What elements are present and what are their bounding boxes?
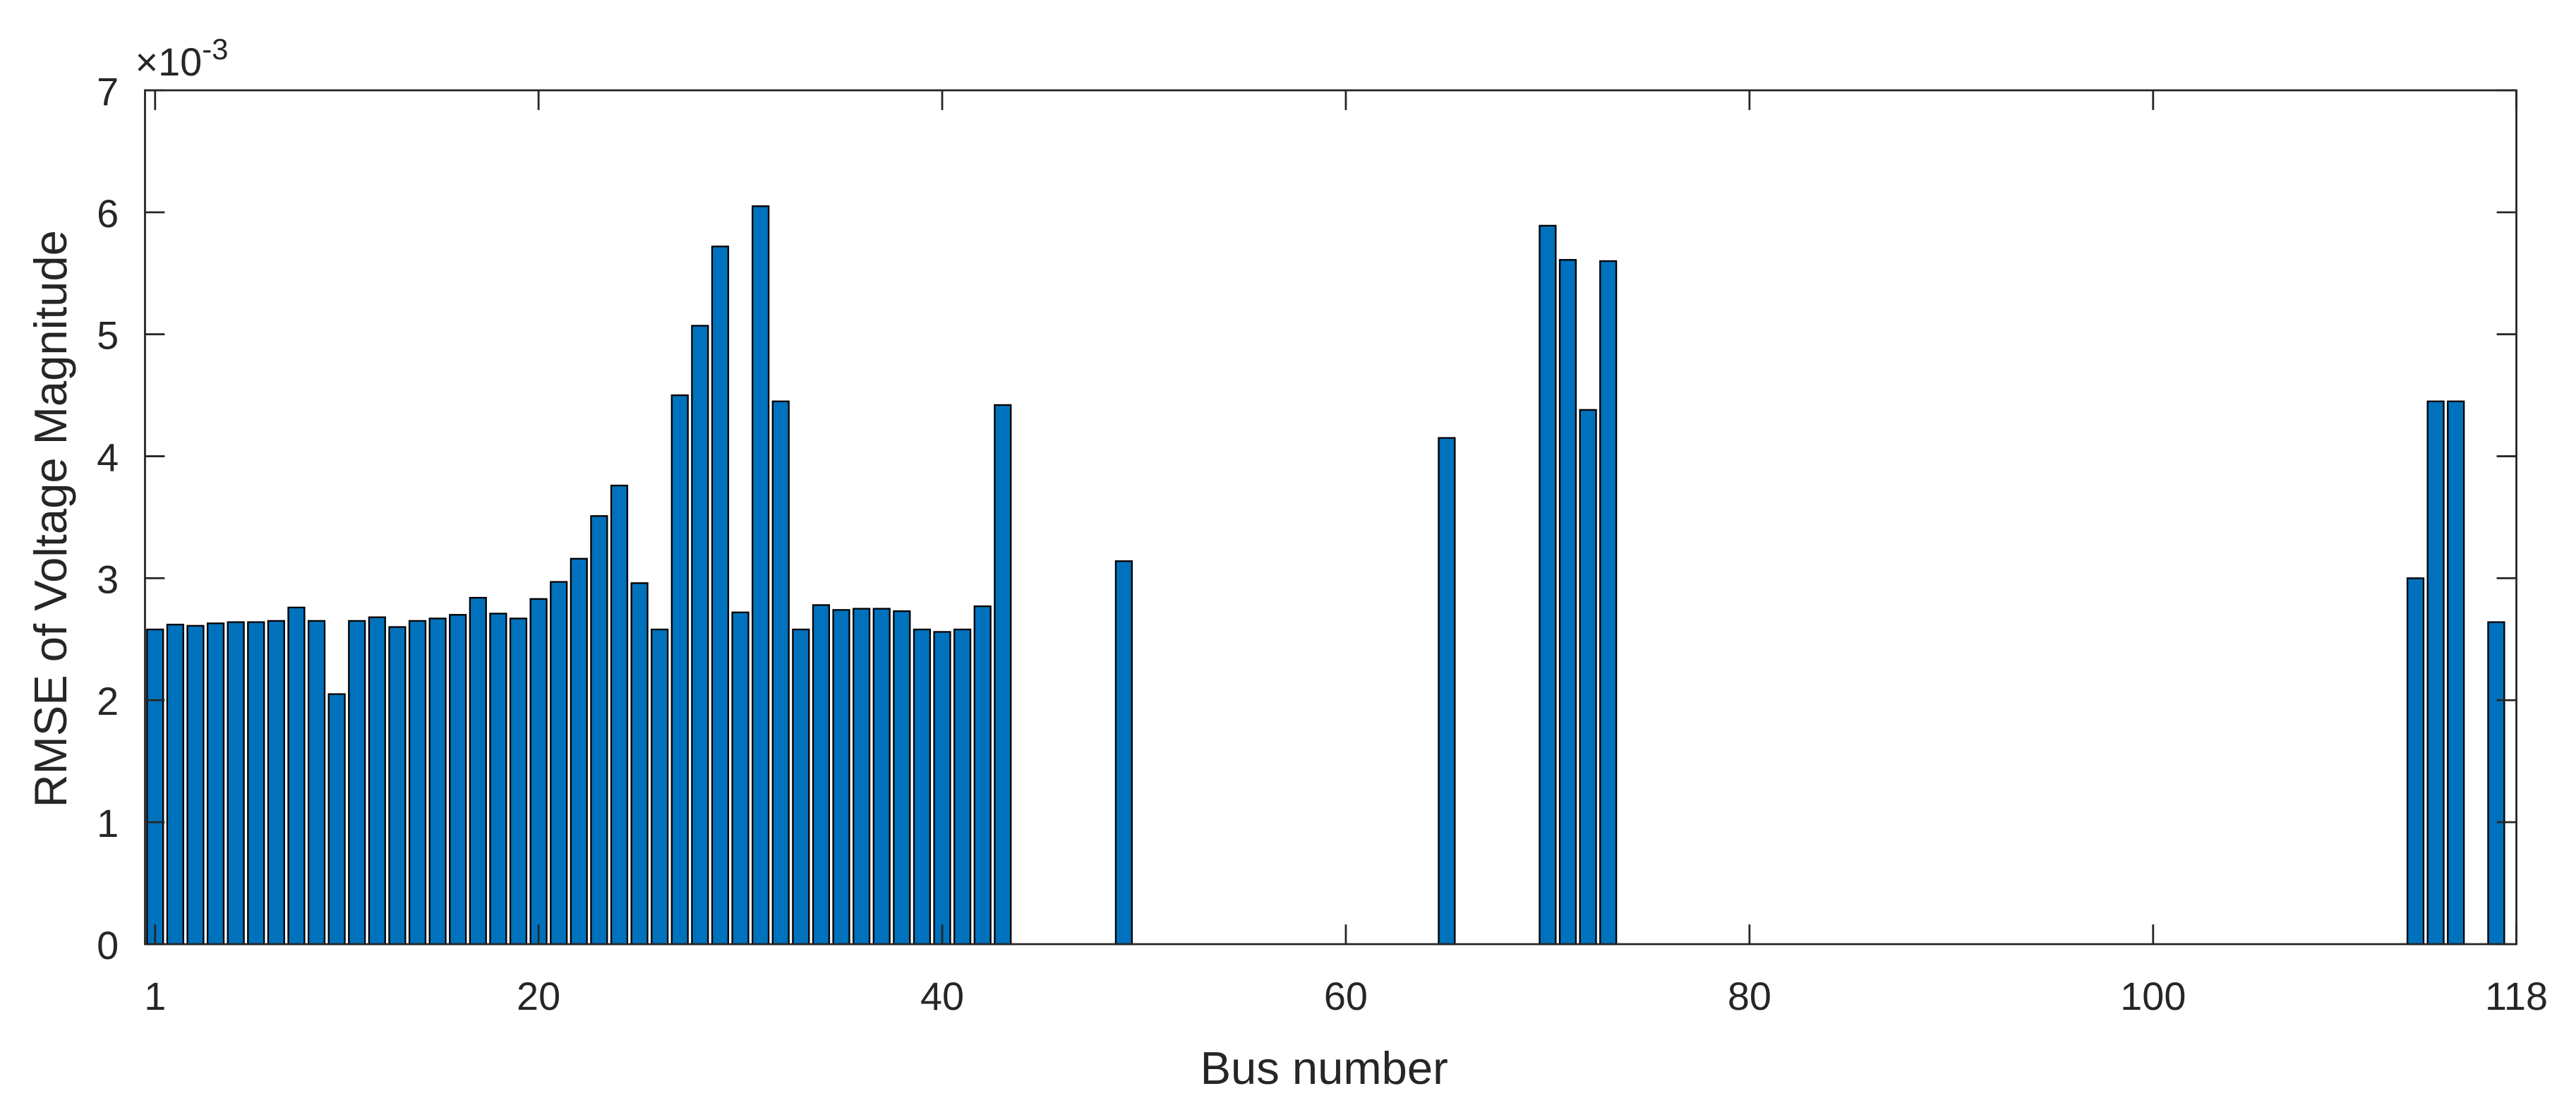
y-tick-label: 6: [97, 191, 119, 236]
bar: [348, 620, 366, 946]
bar: [327, 693, 346, 946]
bar: [1599, 260, 1618, 946]
bar: [408, 620, 427, 946]
bar: [994, 404, 1012, 946]
x-tick-label: 1: [144, 974, 166, 1018]
bar: [550, 581, 568, 946]
x-tick-label: 80: [1728, 974, 1771, 1018]
bar: [771, 400, 790, 946]
bar: [913, 628, 932, 946]
bar: [307, 620, 326, 946]
y-tick-label: 2: [97, 679, 119, 723]
bar: [449, 614, 467, 946]
x-axis-label: Bus number: [1200, 1042, 1448, 1094]
bar: [973, 605, 992, 946]
bar: [2426, 400, 2445, 946]
bar: [2447, 400, 2465, 946]
bar: [489, 613, 507, 946]
bar: [469, 596, 487, 946]
bar: [670, 394, 689, 946]
bar: [1114, 560, 1133, 946]
bar: [166, 623, 184, 946]
x-tick-label: 40: [920, 974, 964, 1018]
bar: [792, 628, 810, 946]
y-axis-label: RMSE of Voltage Magnitude: [25, 230, 76, 807]
bar: [2406, 577, 2425, 946]
y-tick-label: 1: [97, 801, 119, 845]
bar: [731, 611, 750, 946]
bar: [1438, 437, 1456, 946]
y-multiplier: ×10-3: [136, 32, 229, 84]
multiplier-base: ×10: [136, 40, 203, 84]
plot-frame: [144, 89, 2517, 946]
bar: [368, 616, 386, 946]
bar: [227, 621, 245, 946]
bar: [651, 628, 669, 946]
x-tick-label: 118: [2485, 974, 2548, 1018]
bar: [1558, 259, 1577, 946]
bar: [691, 325, 709, 946]
bar: [893, 610, 911, 946]
bar: [388, 626, 407, 946]
bar: [428, 617, 447, 946]
bar: [853, 608, 871, 946]
bar: [206, 622, 225, 946]
y-tick-label: 4: [97, 435, 119, 479]
bar: [812, 604, 831, 946]
bar: [872, 608, 891, 946]
bar: [953, 628, 972, 946]
bar: [610, 484, 629, 946]
y-tick-label: 3: [97, 557, 119, 601]
bar: [590, 515, 608, 946]
bar: [146, 628, 164, 946]
bar: [267, 620, 285, 946]
bar: [2487, 621, 2505, 946]
bar: [287, 606, 306, 946]
x-tick-label: 20: [517, 974, 560, 1018]
x-tick-label: 100: [2120, 974, 2186, 1018]
bar: [1539, 224, 1557, 946]
bar: [247, 621, 265, 946]
bar: [752, 205, 770, 946]
y-tick-label: 5: [97, 313, 119, 358]
bar: [630, 582, 649, 946]
y-tick-label: 0: [97, 923, 119, 967]
multiplier-power: -3: [202, 32, 228, 66]
bar: [186, 625, 205, 946]
bar: [509, 617, 528, 946]
x-tick-label: 60: [1324, 974, 1368, 1018]
y-tick-label: 7: [97, 69, 119, 114]
bar: [1579, 409, 1597, 946]
bar: [832, 609, 850, 946]
bar: [570, 557, 588, 946]
bar: [933, 631, 951, 946]
bar: [711, 246, 730, 946]
bar: [529, 598, 548, 946]
